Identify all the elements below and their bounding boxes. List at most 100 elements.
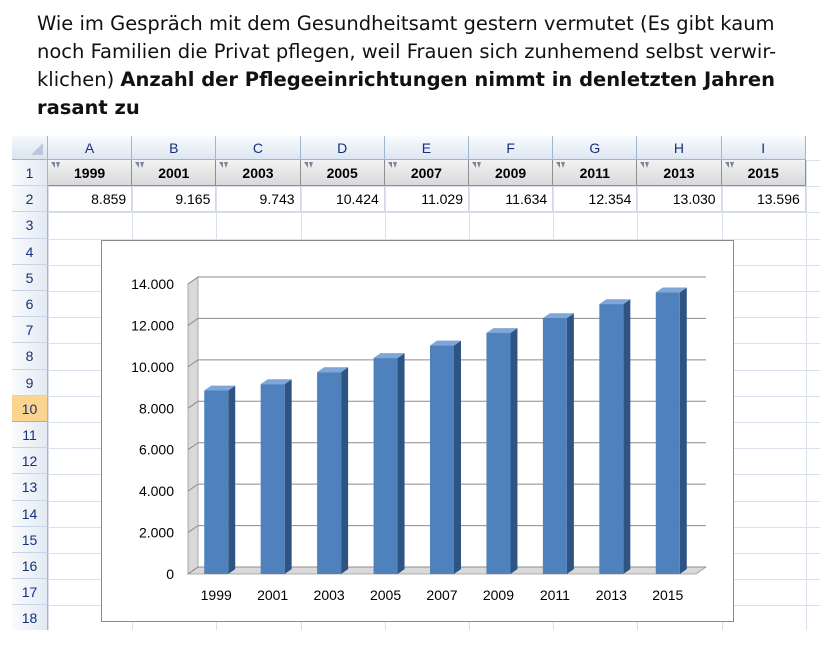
header-cell-text: 2005: [326, 165, 358, 181]
column-header-h[interactable]: H: [637, 136, 722, 160]
filter-arrow-icon[interactable]: [472, 162, 481, 170]
row-header-13[interactable]: 13: [12, 474, 48, 501]
row-header-5[interactable]: 5: [12, 264, 48, 291]
row-header-15[interactable]: 15: [12, 526, 48, 553]
header-cell[interactable]: 2007: [384, 160, 469, 187]
grid-line: [48, 160, 49, 630]
row-header-12[interactable]: 12: [12, 448, 48, 475]
y-tick-label: 0: [166, 566, 174, 582]
row-header-4[interactable]: 4: [12, 238, 48, 265]
header-cell[interactable]: 2013: [637, 160, 722, 187]
column-header-d[interactable]: D: [300, 136, 385, 160]
x-tick-label: 2015: [652, 587, 683, 603]
header-cell[interactable]: 2011: [553, 160, 638, 187]
bar-top: [486, 328, 518, 334]
header-cell-text: 2003: [242, 165, 274, 181]
bar: [317, 372, 342, 574]
column-header-c[interactable]: C: [216, 136, 301, 160]
embedded-chart[interactable]: 0 2.000 4.000 6.000 8.000 10.000 12.000 14.000 1…: [101, 240, 734, 622]
filter-arrow-icon[interactable]: [387, 162, 397, 170]
bar-side: [397, 353, 405, 574]
header-cell[interactable]: 2003: [216, 160, 301, 187]
header-cell-text: 2015: [747, 165, 779, 181]
bar-side: [510, 328, 518, 574]
y-tick-label: 2.000: [139, 525, 174, 541]
filter-arrow-icon[interactable]: [724, 162, 734, 170]
bar-top: [204, 385, 236, 391]
bar-top: [655, 287, 687, 293]
spreadsheet: A B C D E F G H I 1 2 3 4 5 6 7 8 9 10 11 12 13 14 15 16 17 18 1999…: [12, 136, 820, 630]
bar-side: [623, 299, 631, 574]
bar-top: [317, 367, 349, 373]
column-header-e[interactable]: E: [384, 136, 469, 160]
header-cell[interactable]: 2015: [721, 160, 806, 187]
row-header-9[interactable]: 9: [12, 369, 48, 396]
bar-side: [454, 340, 461, 574]
bar: [260, 384, 285, 574]
filter-arrow-icon[interactable]: [556, 162, 566, 170]
header-cell-text: 2001: [158, 165, 190, 181]
value-cell[interactable]: 11.634: [469, 186, 554, 213]
column-header-a[interactable]: A: [48, 136, 133, 160]
gridline: [187, 400, 706, 409]
value-cell[interactable]: 13.596: [721, 186, 806, 213]
row-header-6[interactable]: 6: [12, 291, 48, 318]
bar-chart-svg: 0 2.000 4.000 6.000 8.000 10.000 12.000 14.000 1…: [131, 276, 708, 603]
header-cell[interactable]: 1999: [48, 160, 133, 187]
row-header-14[interactable]: 14: [12, 500, 48, 527]
slide-caption: Wie im Gespräch mit dem Gesundheitsamt g…: [37, 10, 807, 122]
caption-bold-text: Anzahl der Pflegeeinrichtungen nimmt in …: [37, 68, 775, 119]
header-cell[interactable]: 2001: [132, 160, 217, 187]
header-cell-text: 2009: [495, 165, 527, 181]
row-header-16[interactable]: 16: [12, 553, 48, 580]
row-header-7[interactable]: 7: [12, 317, 48, 344]
grid-line: [48, 238, 820, 240]
grid-line: [805, 160, 807, 630]
y-tick-label: 12.000: [131, 317, 174, 333]
header-cell-text: 2011: [579, 165, 610, 181]
bar-top: [430, 340, 461, 346]
row-header-1[interactable]: 1: [12, 160, 48, 187]
y-tick-label: 6.000: [139, 442, 174, 458]
bar-top: [373, 353, 405, 359]
x-tick-label: 2009: [483, 587, 514, 603]
row-header-18[interactable]: 18: [12, 605, 48, 630]
gridline: [187, 359, 706, 368]
value-cell[interactable]: 9.165: [132, 186, 217, 213]
value-cell[interactable]: 8.859: [48, 186, 133, 213]
select-all-corner[interactable]: [12, 136, 48, 160]
filter-arrow-icon[interactable]: [640, 162, 650, 170]
bar-top: [599, 299, 631, 305]
value-cell[interactable]: 12.354: [553, 186, 638, 213]
bar: [542, 318, 567, 574]
row-header-3[interactable]: 3: [12, 212, 48, 239]
row-header-10[interactable]: 10: [12, 395, 48, 422]
value-cell[interactable]: 9.743: [216, 186, 301, 213]
value-cell[interactable]: 11.029: [384, 186, 469, 213]
header-cell[interactable]: 2005: [300, 160, 385, 187]
column-header-b[interactable]: B: [132, 136, 217, 160]
filter-arrow-icon[interactable]: [303, 162, 313, 170]
x-tick-label: 2005: [370, 587, 401, 603]
y-tick-label: 14.000: [131, 276, 174, 292]
gridline: [187, 525, 706, 533]
value-cell[interactable]: 10.424: [300, 186, 385, 213]
x-tick-label: 2001: [257, 587, 288, 603]
value-cell[interactable]: 13.030: [637, 186, 722, 213]
row-header-17[interactable]: 17: [12, 579, 48, 606]
bar: [599, 304, 624, 574]
column-header-f[interactable]: F: [469, 136, 554, 160]
column-header-g[interactable]: G: [553, 136, 638, 160]
row-header-2[interactable]: 2: [12, 186, 48, 213]
gridline: [187, 276, 706, 285]
header-cell[interactable]: 2009: [469, 160, 554, 187]
row-header-11[interactable]: 11: [12, 422, 48, 449]
column-header-i[interactable]: I: [721, 136, 806, 160]
row-header-8[interactable]: 8: [12, 343, 48, 370]
caption-text: Wie im Gespräch mit dem Gesundheitsamt g…: [37, 12, 777, 91]
filter-arrow-icon[interactable]: [51, 162, 60, 170]
header-cell-text: 2013: [663, 165, 695, 181]
filter-arrow-icon[interactable]: [219, 162, 229, 170]
filter-arrow-icon[interactable]: [135, 162, 145, 170]
x-tick-label: 1999: [201, 587, 232, 603]
